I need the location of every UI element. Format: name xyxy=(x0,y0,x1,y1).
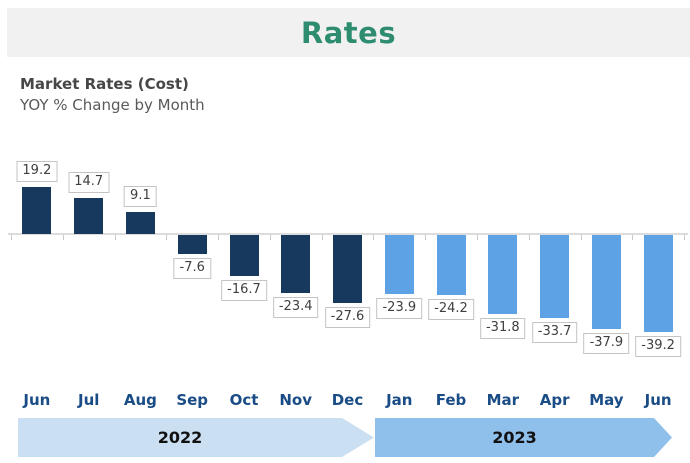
month-label-3-sep: Sep xyxy=(176,391,209,409)
data-label-nov-2022: -23.4 xyxy=(272,296,319,318)
page-title: Rates xyxy=(300,15,397,50)
data-label-mar-2023: -31.8 xyxy=(479,317,526,339)
month-label-10-apr: Apr xyxy=(539,391,570,409)
month-label-0-jun: Jun xyxy=(23,391,51,409)
data-label-jul-2022: 14.7 xyxy=(68,171,110,193)
axis-tick xyxy=(684,235,685,240)
month-label-7-jan: Jan xyxy=(386,391,413,409)
month-label-5-nov: Nov xyxy=(279,391,313,409)
data-label-apr-2023: -33.7 xyxy=(531,322,578,344)
header-band: Rates xyxy=(7,8,690,57)
chart-bar-may-2023 xyxy=(591,235,621,329)
data-label-may-2023: -37.9 xyxy=(583,332,630,354)
axis-tick xyxy=(580,235,582,240)
chart-title: Market Rates (Cost) xyxy=(20,75,189,93)
axis-tick xyxy=(218,235,220,240)
chart-bar-jun-2023 xyxy=(643,235,673,332)
chart-bar-feb-2023 xyxy=(436,235,466,295)
axis-tick xyxy=(373,235,375,240)
chart-bar-jul-2022 xyxy=(74,197,104,234)
month-label-6-dec: Dec xyxy=(331,391,364,409)
chart-bar-jun-2022 xyxy=(22,186,52,234)
axis-tick xyxy=(62,235,64,240)
data-label-jan-2023: -23.9 xyxy=(376,298,423,320)
timeline-band-2023: 2023 xyxy=(375,418,672,457)
axis-tick xyxy=(476,235,478,240)
chart-bar-sep-2022 xyxy=(177,235,207,254)
timeline-band-2023-label: 2023 xyxy=(492,428,537,447)
month-label-12-jun: Jun xyxy=(644,391,672,409)
data-label-sep-2022: -7.6 xyxy=(173,257,211,279)
axis-tick xyxy=(269,235,271,240)
axis-tick xyxy=(114,235,116,240)
chart-bar-nov-2022 xyxy=(281,235,311,293)
month-label-9-mar: Mar xyxy=(486,391,520,409)
chart-bar-mar-2023 xyxy=(488,235,518,314)
month-label-2-aug: Aug xyxy=(123,391,157,409)
axis-tick xyxy=(528,235,530,240)
chart-bar-dec-2022 xyxy=(333,235,362,304)
month-label-8-feb: Feb xyxy=(435,391,467,409)
data-label-jun-2023: -39.2 xyxy=(635,336,681,357)
axis-tick xyxy=(321,235,323,240)
chart-heading: Market Rates (Cost) YOY % Change by Mont… xyxy=(20,74,205,116)
chart-bar-jan-2023 xyxy=(384,235,414,295)
axis-tick xyxy=(11,235,12,240)
month-label-4-oct: Oct xyxy=(229,391,259,409)
chart-bar-apr-2023 xyxy=(540,235,570,319)
timeline-band-2022-label: 2022 xyxy=(157,428,203,447)
chart-bar-aug-2022 xyxy=(125,211,155,234)
x-axis-line xyxy=(8,233,688,235)
data-label-feb-2023: -24.2 xyxy=(428,298,474,320)
data-label-dec-2022: -27.6 xyxy=(324,307,371,329)
data-label-oct-2022: -16.7 xyxy=(221,280,267,302)
axis-tick xyxy=(166,235,168,240)
data-label-jun-2022: 19.2 xyxy=(16,160,58,182)
axis-tick xyxy=(632,235,634,240)
chart-subtitle: YOY % Change by Month xyxy=(20,96,205,114)
month-label-1-jul: Jul xyxy=(77,391,100,409)
data-label-aug-2022: 9.1 xyxy=(124,185,157,207)
chart-bar-oct-2022 xyxy=(229,235,259,277)
axis-tick xyxy=(425,235,427,240)
month-label-11-may: May xyxy=(589,391,624,409)
timeline-band-2022: 2022 xyxy=(18,418,374,457)
